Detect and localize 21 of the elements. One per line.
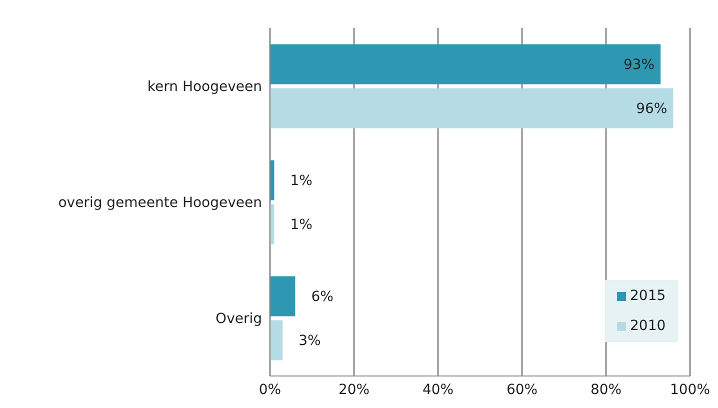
x-tick-label: 100% xyxy=(670,382,710,398)
text: 3% xyxy=(298,333,321,350)
x-tick-label: 60% xyxy=(506,382,538,398)
x-tick-label: 40% xyxy=(422,382,454,398)
x-tick-label: 20% xyxy=(338,382,370,398)
y-tick-label: overig gemeente Hoogeveen xyxy=(58,194,262,211)
legend-label: 2015 xyxy=(630,288,666,304)
bar xyxy=(270,44,661,84)
bar xyxy=(270,320,283,360)
text: 93% xyxy=(623,57,655,74)
bar xyxy=(270,88,674,128)
text: 1% xyxy=(290,217,312,234)
x-tick-label: 0% xyxy=(258,382,282,398)
legend-label: 2010 xyxy=(630,318,666,334)
y-tick-label: kern Hoogeveen xyxy=(147,78,262,95)
y-tick-label: Overig xyxy=(216,310,262,327)
x-tick-label: 80% xyxy=(590,382,622,398)
text: 6% xyxy=(311,289,334,306)
bar xyxy=(270,276,296,316)
text: 1% xyxy=(290,173,312,190)
text: 96% xyxy=(636,101,668,118)
